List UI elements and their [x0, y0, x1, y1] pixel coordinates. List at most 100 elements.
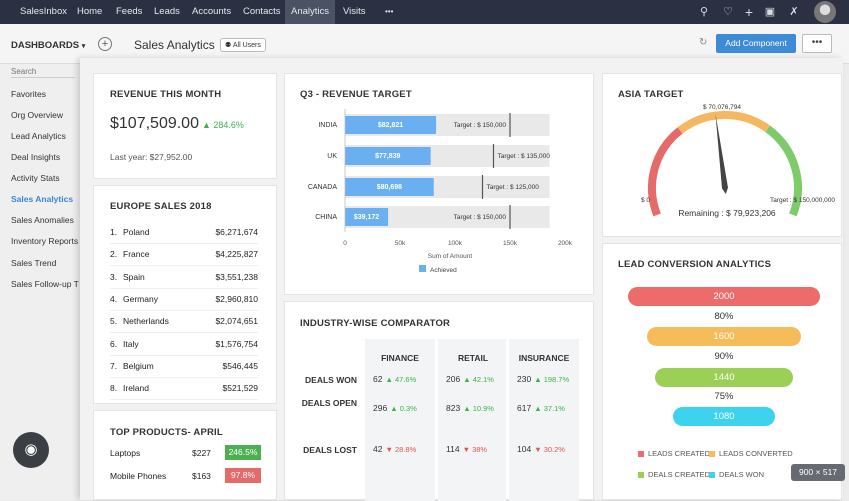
card-title: INDUSTRY-WISE COMPARATOR — [300, 318, 451, 329]
legend-item: LEADS CREATED — [638, 449, 710, 458]
legend-label: DEALS CREATED — [648, 470, 710, 479]
cell-change: ▼ 30.2% — [534, 445, 565, 454]
all-users-filter[interactable]: ⚉ All Users — [220, 38, 266, 52]
sales-value: $521,529 — [222, 383, 258, 394]
calendar-icon[interactable]: ▣ — [764, 6, 776, 18]
add-component-button[interactable]: Add Component — [716, 34, 796, 53]
top-products-card: TOP PRODUCTS- APRIL Laptops $227 246.5% Mob… — [93, 410, 277, 500]
nav-home[interactable]: Home — [77, 6, 103, 17]
legend-label: Achieved — [430, 267, 457, 274]
target-track — [345, 206, 550, 228]
user-avatar[interactable] — [814, 1, 836, 23]
more-options-button[interactable]: ••• — [802, 34, 832, 53]
country: Ireland — [123, 383, 149, 394]
sidebar-item-sales-trend[interactable]: Sales Trend — [11, 258, 57, 268]
nav-accounts[interactable]: Accounts — [192, 6, 232, 17]
cell-value: 104 — [517, 444, 532, 454]
funnel-stage[interactable]: 1440 — [654, 368, 794, 387]
cell-value: 296 — [373, 403, 388, 413]
funnel-stage[interactable]: 1080 — [673, 407, 775, 426]
insurance-column — [509, 339, 579, 501]
rank: 3. — [110, 271, 118, 282]
comparator-cell: 104 ▼ 30.2% — [517, 444, 565, 454]
gauge-min-label: $ 0 — [641, 197, 650, 204]
image-search-icon[interactable]: ◉ — [13, 432, 49, 468]
sales-value: $2,074,651 — [215, 316, 258, 327]
conversion-percent: 90% — [714, 351, 734, 362]
sidebar-item-deal-insights[interactable]: Deal Insights — [11, 152, 61, 162]
bell-icon[interactable]: ♡ — [723, 6, 733, 18]
cell-value: 114 — [446, 444, 460, 454]
sidebar-item-sales-follow-up[interactable]: Sales Follow-up T — [11, 279, 79, 289]
revenue-change: ▲ 284.6% — [202, 120, 244, 130]
nav-feeds[interactable]: Feeds — [116, 6, 143, 17]
table-row: 5. Netherlands $2,074,651 — [110, 311, 258, 334]
top-navbar: SalesInbox Home Feeds Leads Accounts Con… — [0, 0, 849, 24]
bar-value-label: $77,839 — [375, 153, 400, 160]
brand-logo[interactable]: SalesInbox — [20, 6, 68, 17]
sidebar-search-input[interactable] — [11, 66, 75, 78]
table-row: 7. Belgium $546,445 — [110, 356, 258, 378]
nav-analytics[interactable]: Analytics — [285, 0, 335, 24]
comparator-cell: 617 ▲ 37.1% — [517, 403, 565, 413]
cell-change: ▲ 0.3% — [390, 404, 417, 413]
nav-leads[interactable]: Leads — [154, 6, 180, 17]
legend-swatch — [709, 472, 715, 479]
dashboards-dropdown[interactable]: DASHBOARDS ▾ — [11, 40, 86, 51]
users-icon: ⚉ — [225, 42, 232, 49]
conversion-percent: 80% — [714, 311, 734, 322]
nav-contacts[interactable]: Contacts — [243, 6, 281, 17]
card-title: LEAD CONVERSION ANALYTICS — [618, 259, 772, 270]
sidebar-item-inventory-reports[interactable]: Inventory Reports — [11, 236, 79, 246]
x-tick-label: 100k — [448, 240, 463, 247]
search-icon[interactable]: ⚲ — [699, 6, 709, 18]
rank: 2. — [110, 249, 118, 260]
target-label: Target : $ 125,000 — [487, 184, 540, 191]
card-title: Q3 - REVENUE TARGET — [300, 89, 412, 100]
product-value: $163 — [192, 471, 211, 481]
asia-target-card: ASIA TARGET $ 70,076,794 $ 0 Target : $ 15… — [602, 73, 842, 237]
sales-value: $4,225,827 — [215, 249, 258, 260]
cell-value: 617 — [517, 403, 532, 413]
gauge-needle — [715, 113, 728, 194]
card-title: REVENUE THIS MONTH — [110, 89, 222, 100]
sidebar-item-sales-analytics[interactable]: Sales Analytics — [11, 194, 74, 204]
legend-swatch — [638, 472, 644, 479]
nav-more-button[interactable]: ••• — [385, 7, 394, 16]
bar-value-label: $80,698 — [377, 184, 402, 191]
card-title: TOP PRODUCTS- APRIL — [110, 427, 223, 438]
q3-revenue-target-card: Q3 - REVENUE TARGET INDIA $82,821 Target :… — [284, 73, 594, 295]
table-row: 4. Germany $2,960,810 — [110, 289, 258, 311]
industry-comparator-card: INDUSTRY-WISE COMPARATOR FINANCE RETAIL IN… — [284, 301, 594, 501]
plus-icon[interactable]: + — [744, 4, 754, 20]
refresh-icon[interactable]: ↻ — [699, 37, 708, 48]
asia-gauge-chart: $ 70,076,794 $ 0 Target : $ 150,000,000 Rem… — [641, 104, 835, 218]
legend-label: LEADS CONVERTED — [719, 449, 793, 458]
achieved-bar[interactable] — [345, 116, 437, 134]
country: Italy — [123, 338, 139, 349]
add-dashboard-icon[interactable]: + — [98, 37, 112, 51]
achieved-bar[interactable] — [345, 208, 389, 226]
rank: 4. — [110, 293, 118, 304]
cell-value: 62 — [373, 374, 383, 384]
legend-label: LEADS CREATED — [648, 449, 710, 458]
achieved-bar[interactable] — [345, 147, 431, 165]
sales-value: $3,551,238 — [215, 271, 258, 282]
funnel-stage[interactable]: 1600 — [647, 327, 801, 346]
sidebar-item-favorites[interactable]: Favorites — [11, 89, 46, 99]
table-row: 8. Ireland $521,529 — [110, 378, 258, 401]
sidebar-item-lead-analytics[interactable]: Lead Analytics — [11, 131, 66, 141]
sidebar-item-org-overview[interactable]: Org Overview — [11, 110, 63, 120]
nav-visits[interactable]: Visits — [343, 6, 366, 17]
achieved-bar[interactable] — [345, 178, 434, 196]
card-title: EUROPE SALES 2018 — [110, 201, 212, 212]
sidebar-item-sales-anomalies[interactable]: Sales Anomalies — [11, 215, 74, 225]
chevron-down-icon: ▾ — [81, 43, 86, 50]
column-header: INSURANCE — [518, 353, 570, 363]
sales-value: $6,271,674 — [215, 227, 258, 237]
funnel-stage[interactable]: 2000 — [628, 287, 820, 306]
settings-icon[interactable]: ✗ — [789, 6, 799, 18]
gauge-segment — [648, 127, 683, 217]
comparator-cell: 206 ▲ 42.1% — [446, 374, 494, 384]
sidebar-item-activity-stats[interactable]: Activity Stats — [11, 173, 60, 183]
